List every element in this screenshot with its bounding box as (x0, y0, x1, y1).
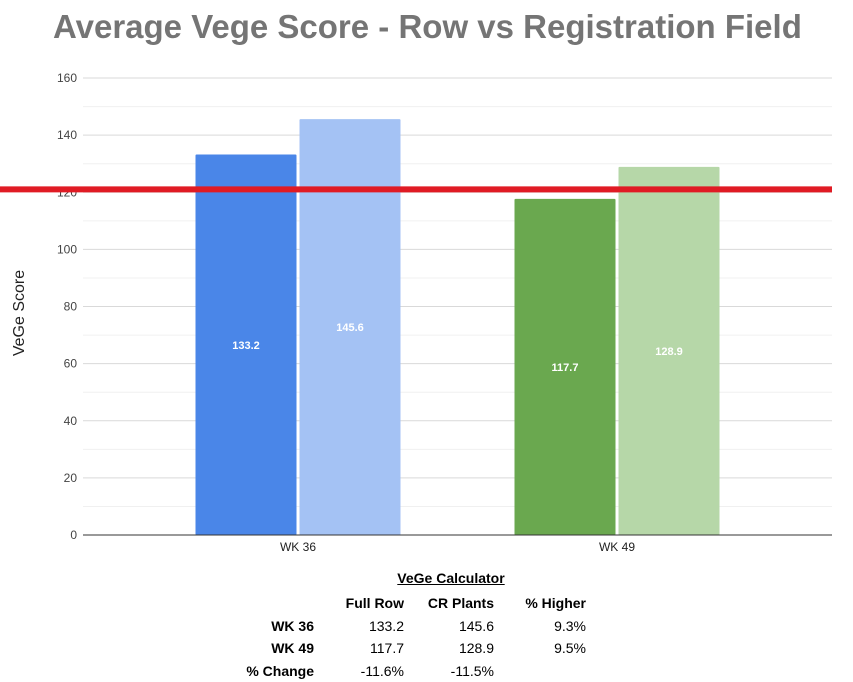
bars (196, 119, 720, 535)
y-tick-label: 80 (64, 300, 78, 314)
calculator-title: VeGe Calculator (392, 570, 510, 586)
bar-value-label: 117.7 (552, 362, 579, 374)
table-cell: 117.7 (314, 637, 404, 660)
y-tick-label: 60 (64, 357, 78, 371)
table-row: WK 36 133.2 145.6 9.3% (232, 615, 586, 638)
table-row: % Change -11.6% -11.5% (232, 660, 586, 682)
calculator-header: Full Row (314, 592, 404, 615)
calculator-table: Full Row CR Plants % Higher WK 36 133.2 … (232, 592, 586, 682)
y-axis-label: VeGe Score (11, 270, 28, 356)
calculator-header (232, 592, 314, 615)
calculator-header-row: Full Row CR Plants % Higher (232, 592, 586, 615)
y-tick-label: 40 (64, 414, 78, 428)
y-tick-label: 140 (57, 128, 77, 142)
row-label: % Change (232, 660, 314, 682)
row-label: WK 36 (232, 615, 314, 638)
bar-value-label: 133.2 (232, 340, 260, 352)
gridlines (83, 78, 832, 506)
y-tick-label: 0 (70, 528, 77, 542)
y-tick-label: 100 (57, 242, 77, 256)
table-cell: 128.9 (404, 637, 494, 660)
bar-value-label: 128.9 (655, 346, 683, 358)
bar-value-label: 145.6 (336, 322, 364, 334)
calculator-header: % Higher (494, 592, 586, 615)
table-cell: -11.6% (314, 660, 404, 682)
x-tick-label: WK 36 (280, 540, 316, 554)
table-row: WK 49 117.7 128.9 9.5% (232, 637, 586, 660)
table-cell: 133.2 (314, 615, 404, 638)
x-tick-label: WK 49 (599, 540, 635, 554)
table-cell: -11.5% (404, 660, 494, 682)
table-cell: 145.6 (404, 615, 494, 638)
y-tick-label: 160 (57, 71, 77, 85)
y-tick-label: 20 (64, 471, 78, 485)
table-cell: 9.3% (494, 615, 586, 638)
calculator-header: CR Plants (404, 592, 494, 615)
row-label: WK 49 (232, 637, 314, 660)
table-cell: 9.5% (494, 637, 586, 660)
table-cell (494, 660, 586, 682)
